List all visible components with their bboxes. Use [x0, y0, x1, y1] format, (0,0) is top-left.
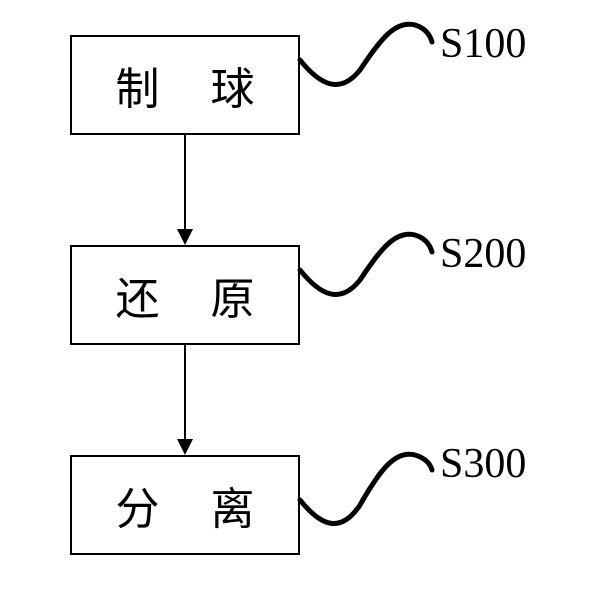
squiggle-3 — [0, 0, 607, 605]
